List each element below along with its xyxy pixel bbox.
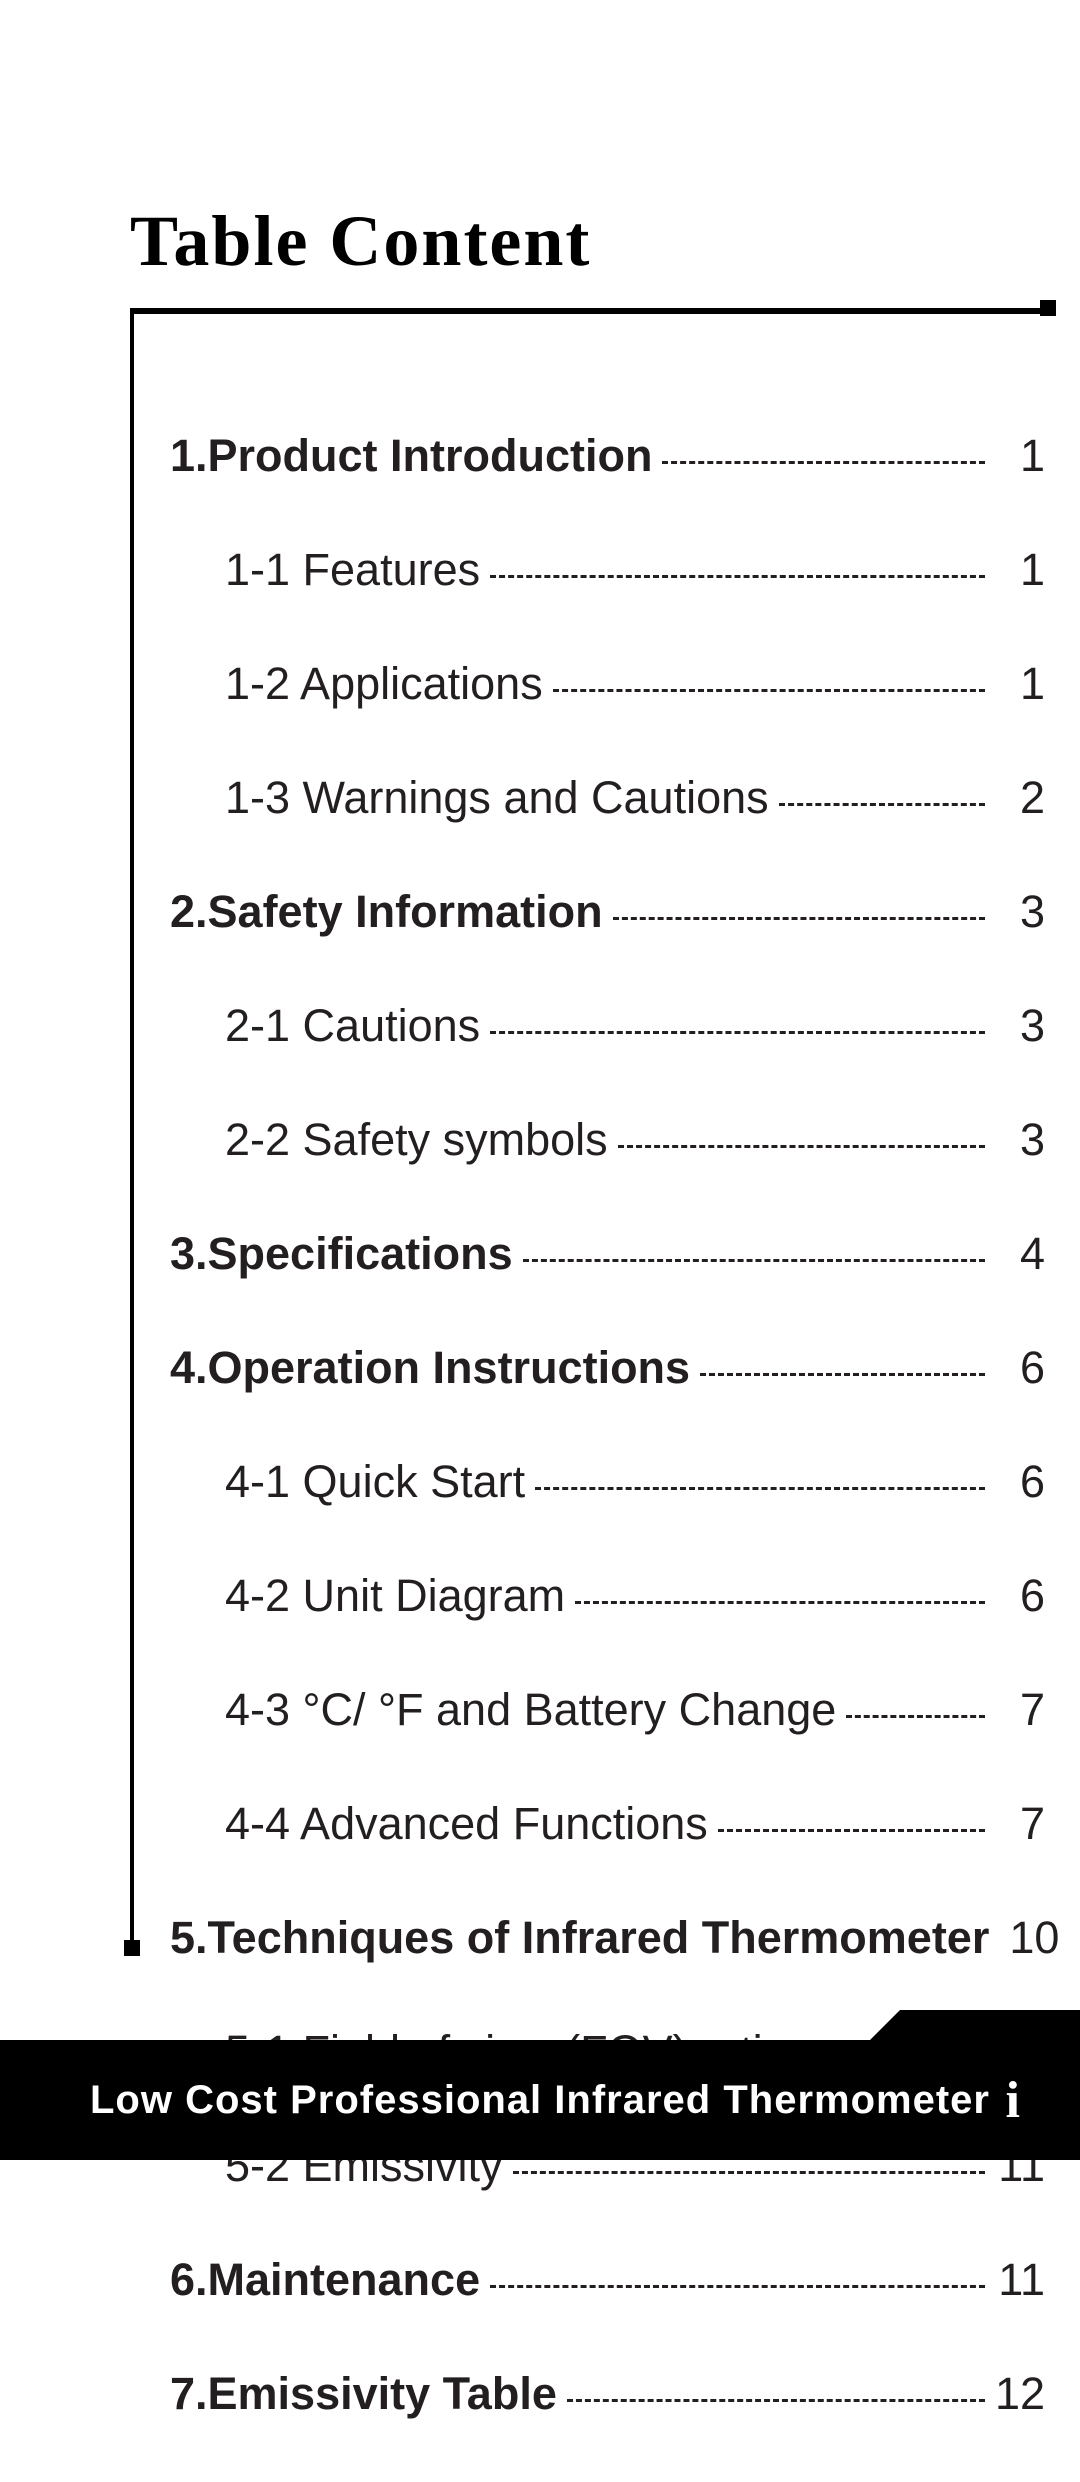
toc-entry: 7.Emissivity Table 12 [170,2368,1045,2420]
toc-label: 4.Operation Instructions [170,1342,690,1394]
toc-leader [490,2285,985,2288]
toc-page-number: 1 [995,544,1045,596]
toc-label: 1-2 Applications [170,658,543,710]
toc-leader [490,575,985,578]
toc-leader [700,1373,985,1376]
page-title: Table Content [130,200,591,283]
toc-entry: 1-1 Features 1 [170,544,1045,596]
toc-page-number: 7 [995,1798,1045,1850]
toc-page-number: 7 [995,1684,1045,1736]
toc-label: 2.Safety Information [170,886,603,938]
toc-entry: 2.Safety Information 3 [170,886,1045,938]
toc-leader [513,2171,985,2174]
toc-label: 1-1 Features [170,544,480,596]
toc-leader [575,1601,985,1604]
toc-label: 4-2 Unit Diagram [170,1570,565,1622]
toc-page-number: 2 [995,772,1045,824]
toc-entry: 1-2 Applications 1 [170,658,1045,710]
toc-page-number: 6 [995,1570,1045,1622]
toc-label: 1.Product Introduction [170,430,652,482]
toc-leader [779,803,985,806]
toc-entry: 1.Product Introduction 1 [170,430,1045,482]
toc-page-number: 12 [995,2368,1045,2420]
toc-leader [718,1829,985,1832]
toc-entry: 5.Techniques of Infrared Thermometer10 [170,1912,1045,1964]
toc-page-number: 1 [995,430,1045,482]
page-container: Table Content 1.Product Introduction11-1… [0,0,1080,2160]
toc-entry: 4-3 °C/ °F and Battery Change 7 [170,1684,1045,1736]
toc-label: 4-1 Quick Start [170,1456,525,1508]
toc-label: 4-4 Advanced Functions [170,1798,708,1850]
toc-entry: 6.Maintenance 11 [170,2254,1045,2306]
toc-label: 1-3 Warnings and Cautions [170,772,769,824]
toc-page-number: 6 [995,1342,1045,1394]
frame-corner-dot-bottom [124,1940,140,1956]
toc-entry: 2-2 Safety symbols 3 [170,1114,1045,1166]
toc-leader [567,2399,985,2402]
toc-leader [613,917,985,920]
toc-page-number: 3 [995,1000,1045,1052]
toc-entry: 4-2 Unit Diagram 6 [170,1570,1045,1622]
toc-page-number: 6 [995,1456,1045,1508]
table-of-contents: 1.Product Introduction11-1 Features11-2 … [170,430,1045,2482]
toc-leader [846,1715,985,1718]
toc-label: 2-1 Cautions [170,1000,480,1052]
toc-label: 6.Maintenance [170,2254,480,2306]
toc-label: 2-2 Safety symbols [170,1114,608,1166]
toc-entry: 3.Specifications 4 [170,1228,1045,1280]
toc-leader [535,1487,985,1490]
toc-page-number: 11 [995,2254,1045,2306]
toc-label: 4-3 °C/ °F and Battery Change [170,1684,836,1736]
frame-border-left [130,308,134,1948]
toc-label: 7.Emissivity Table [170,2368,557,2420]
toc-label: 5.Techniques of Infrared Thermometer [170,1912,989,1964]
toc-page-number: 3 [995,1114,1045,1166]
toc-entry: 4-1 Quick Start 6 [170,1456,1045,1508]
toc-leader [553,689,985,692]
footer-bar: Low Cost Professional Infrared Thermomet… [0,2040,1080,2160]
toc-entry: 2-1 Cautions 3 [170,1000,1045,1052]
toc-leader [662,461,985,464]
toc-label: 3.Specifications [170,1228,513,1280]
toc-page-number: 10 [1009,1912,1059,1964]
frame-corner-dot-top [1040,300,1056,316]
toc-entry: 4.Operation Instructions 6 [170,1342,1045,1394]
toc-entry: 1-3 Warnings and Cautions 2 [170,772,1045,824]
toc-entry: 4-4 Advanced Functions 7 [170,1798,1045,1850]
toc-leader [523,1259,985,1262]
toc-page-number: 4 [995,1228,1045,1280]
frame-border-top [130,308,1052,314]
toc-page-number: 3 [995,886,1045,938]
footer-page-number: i [1006,2071,1020,2130]
toc-leader [490,1031,985,1034]
toc-page-number: 1 [995,658,1045,710]
footer-text: Low Cost Professional Infrared Thermomet… [90,2078,990,2123]
toc-leader [618,1145,985,1148]
